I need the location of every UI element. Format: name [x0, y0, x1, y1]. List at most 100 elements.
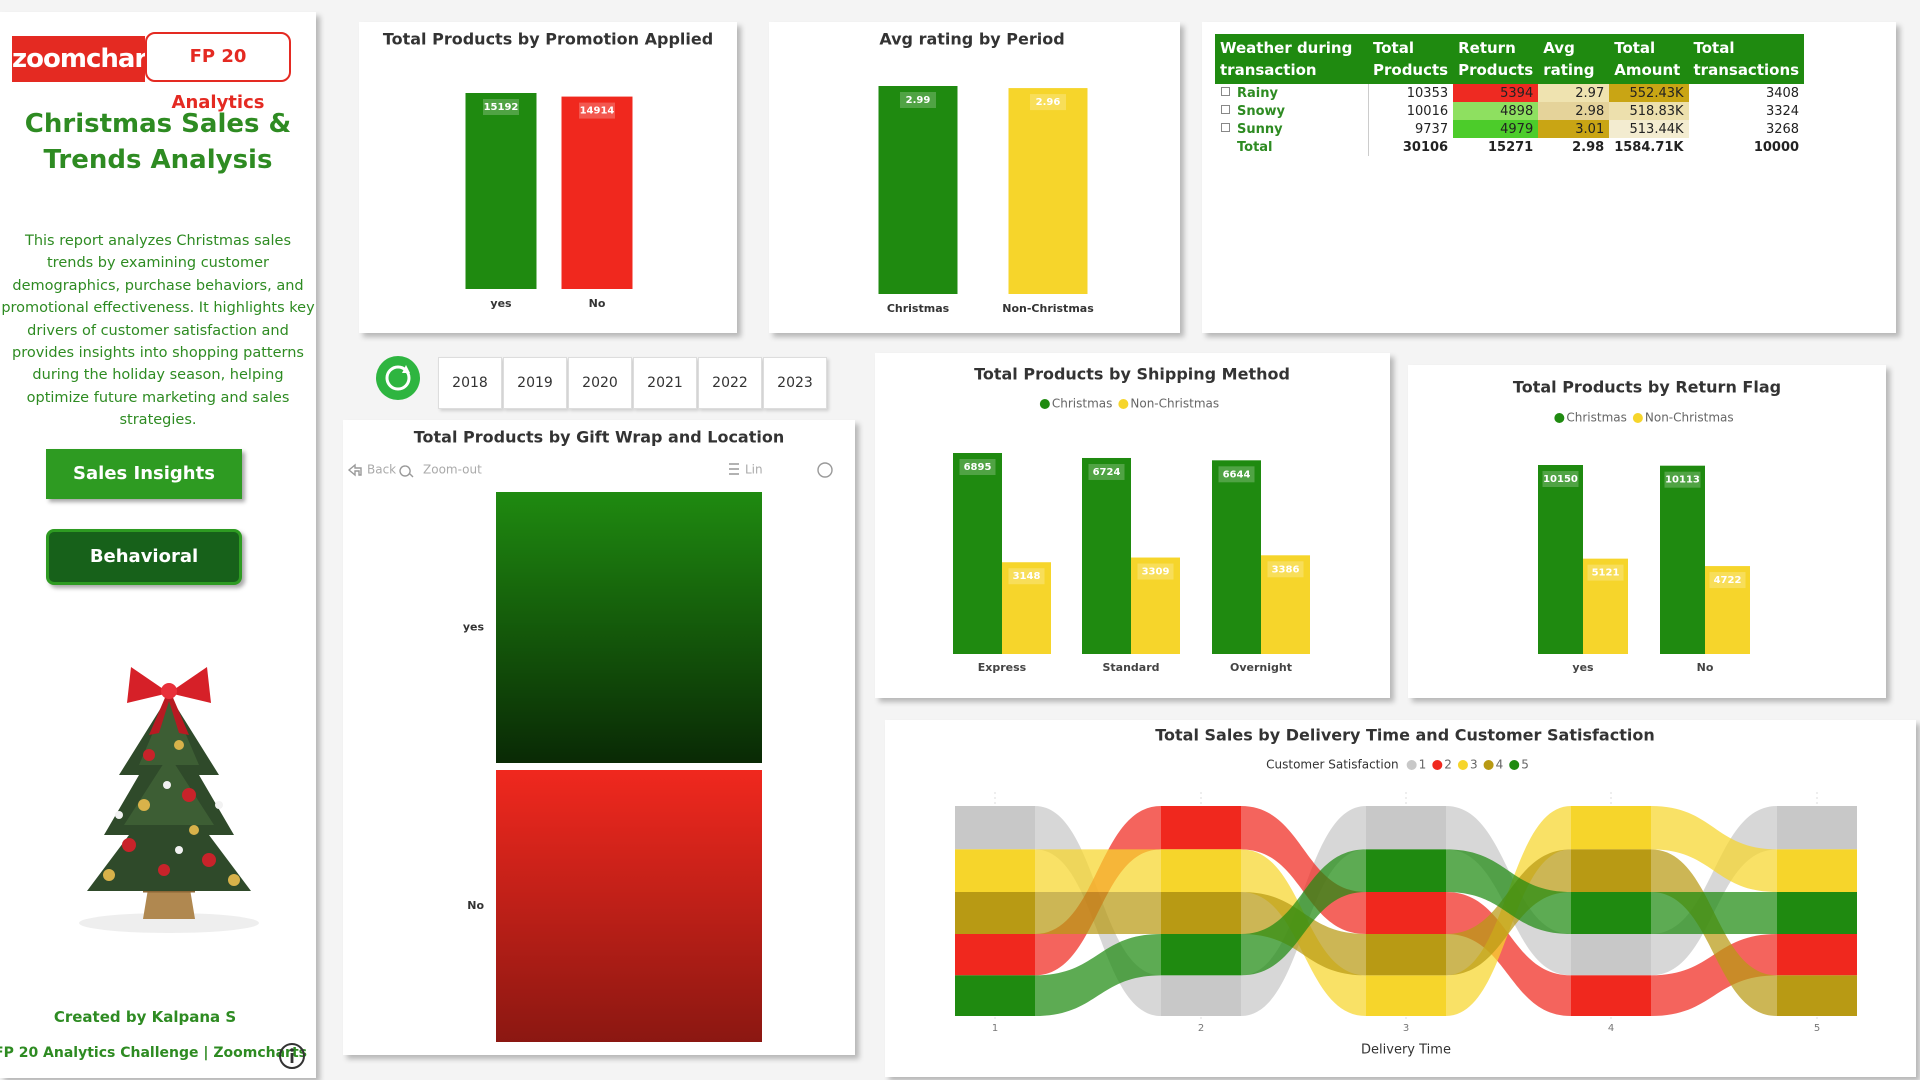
table-cell: 3.01 [1538, 120, 1610, 138]
table-cell: 2.98 [1572, 139, 1605, 155]
legend-marker [1457, 760, 1468, 770]
x-tick-label: Non-Christmas [1002, 302, 1094, 315]
label-background [1088, 463, 1125, 480]
ribbon-segment [1161, 849, 1241, 892]
ribbon-segment [1161, 934, 1241, 976]
x-tick-label: No [589, 297, 606, 310]
chart-title: Total Sales by Delivery Time and Custome… [1155, 726, 1654, 745]
expand-icon[interactable] [1221, 123, 1230, 132]
table-cell: 9737 [1415, 121, 1449, 137]
chart: Total Products by Return Flag Christmas N… [1513, 378, 1781, 675]
label-background [1008, 568, 1045, 585]
table-cell: 3408 [1765, 85, 1800, 101]
nav-button[interactable]: Sales Insights [46, 449, 242, 499]
label-background [1664, 471, 1701, 488]
expand-icon[interactable] [1221, 105, 1230, 114]
ribbon [1651, 892, 1777, 934]
ribbon-segment [1161, 975, 1241, 1016]
report-description: This report analyzes Christmas sales tre… [1, 233, 315, 429]
legend-label: Christmas [1566, 411, 1627, 425]
column-header: Total Products [1368, 34, 1454, 84]
label-background [483, 99, 519, 115]
column-header: Weather during transaction [1215, 34, 1368, 84]
row-header: Snowy [1215, 102, 1369, 120]
x-tick-label: Overnight [1230, 661, 1292, 674]
label-background [1137, 563, 1174, 580]
year-button[interactable]: 2022 [698, 357, 762, 409]
sidebar: zoomcharts FP 20 Analytics Christmas Sal… [0, 12, 316, 1078]
legend: Christmas Non-Christmas [1554, 411, 1734, 425]
legend-marker [1432, 760, 1443, 770]
x-tick-label: yes [490, 297, 512, 310]
table-cell: 518.83K [1609, 102, 1689, 120]
bar [1212, 460, 1261, 654]
bar [878, 86, 958, 294]
x-tick-label: Christmas [887, 302, 950, 315]
ribbon-segment [1161, 806, 1241, 850]
chart-card: Total Sales by Delivery Time and Custome… [885, 720, 1916, 1077]
toolbar-button[interactable]: Lin [745, 463, 763, 477]
ribbon [1241, 806, 1366, 934]
data-label: 14914 [580, 106, 615, 117]
bar-shade [496, 492, 762, 763]
label-background [1267, 561, 1304, 578]
table-cell: 5394 [1453, 84, 1539, 102]
table-cell: 552.43K [1609, 84, 1689, 102]
data-label: 2.96 [1036, 97, 1061, 108]
data-label: 6895 [964, 462, 992, 473]
ribbon-segment [955, 849, 1035, 892]
chart-title: Total Products by Shipping Method [974, 365, 1290, 384]
header-row: Weather during transaction Total Products… [1215, 34, 1805, 84]
credit: Created by Kalpana S [53, 1008, 237, 1026]
ribbon-segment [1571, 892, 1651, 934]
ribbon-segment [1366, 892, 1446, 934]
ribbon-segment [1571, 934, 1651, 976]
chart: Total Sales by Delivery Time and Custome… [955, 726, 1857, 1058]
column-header: Avg rating [1538, 34, 1610, 84]
chart-card: Total Products by Promotion Applied 1519… [359, 22, 737, 333]
toolbar-button[interactable]: Zoom-out [423, 463, 482, 477]
ribbon-segment [1366, 849, 1446, 892]
ribbon [1035, 934, 1161, 1016]
year-button[interactable]: 2023 [763, 357, 827, 409]
ribbon [1035, 849, 1161, 892]
x-tick-label: 1 [992, 1023, 998, 1034]
ribbon-segment [1777, 975, 1857, 1016]
label-background [1542, 471, 1579, 487]
legend-marker [1483, 760, 1494, 770]
year-button[interactable]: 2019 [503, 357, 567, 409]
legend-marker [1509, 760, 1520, 770]
column-header: Return Products [1453, 34, 1539, 84]
year-button[interactable]: 2020 [568, 357, 632, 409]
legend-title: Customer Satisfaction [1266, 758, 1399, 772]
chart-card: Total Products by Shipping Method Christ… [875, 353, 1390, 698]
refresh-icon[interactable] [375, 355, 421, 401]
x-tick-label: 2 [1198, 1023, 1204, 1034]
badge: FP 20 Analytics [145, 32, 291, 113]
data-label: 5121 [1592, 568, 1620, 579]
label-background [959, 459, 996, 475]
table-cell: 10000 [1753, 139, 1800, 155]
ribbon [1035, 892, 1161, 934]
legend-marker [1039, 399, 1050, 409]
ribbon-segment [955, 892, 1035, 934]
chart: Total Products by Promotion Applied 1519… [383, 30, 713, 311]
ribbon-segment [1366, 806, 1446, 850]
expand-icon[interactable] [1221, 87, 1230, 96]
legend-label: 4 [1496, 758, 1504, 772]
tree-image [79, 667, 259, 933]
chart-card: Total Products by Gift Wrap and Location… [343, 420, 855, 1055]
data-label: 10150 [1543, 474, 1578, 485]
table-cell: 513.44K [1609, 120, 1689, 138]
ribbon-segment [1777, 892, 1857, 934]
year-button[interactable]: 2021 [633, 357, 697, 409]
table-row: Rainy 10353 5394 2.97 552.43K 3408 [1215, 84, 1804, 102]
year-button[interactable]: 2018 [438, 357, 502, 409]
table-cell: 3324 [1765, 103, 1800, 119]
bar [1583, 558, 1628, 654]
ribbon-segment [955, 975, 1035, 1016]
toolbar-button[interactable]: Back [367, 463, 396, 477]
info-icon[interactable] [278, 1042, 306, 1070]
data-label: 3309 [1142, 567, 1170, 578]
nav-button[interactable]: Behavioral Patterns [46, 529, 242, 617]
